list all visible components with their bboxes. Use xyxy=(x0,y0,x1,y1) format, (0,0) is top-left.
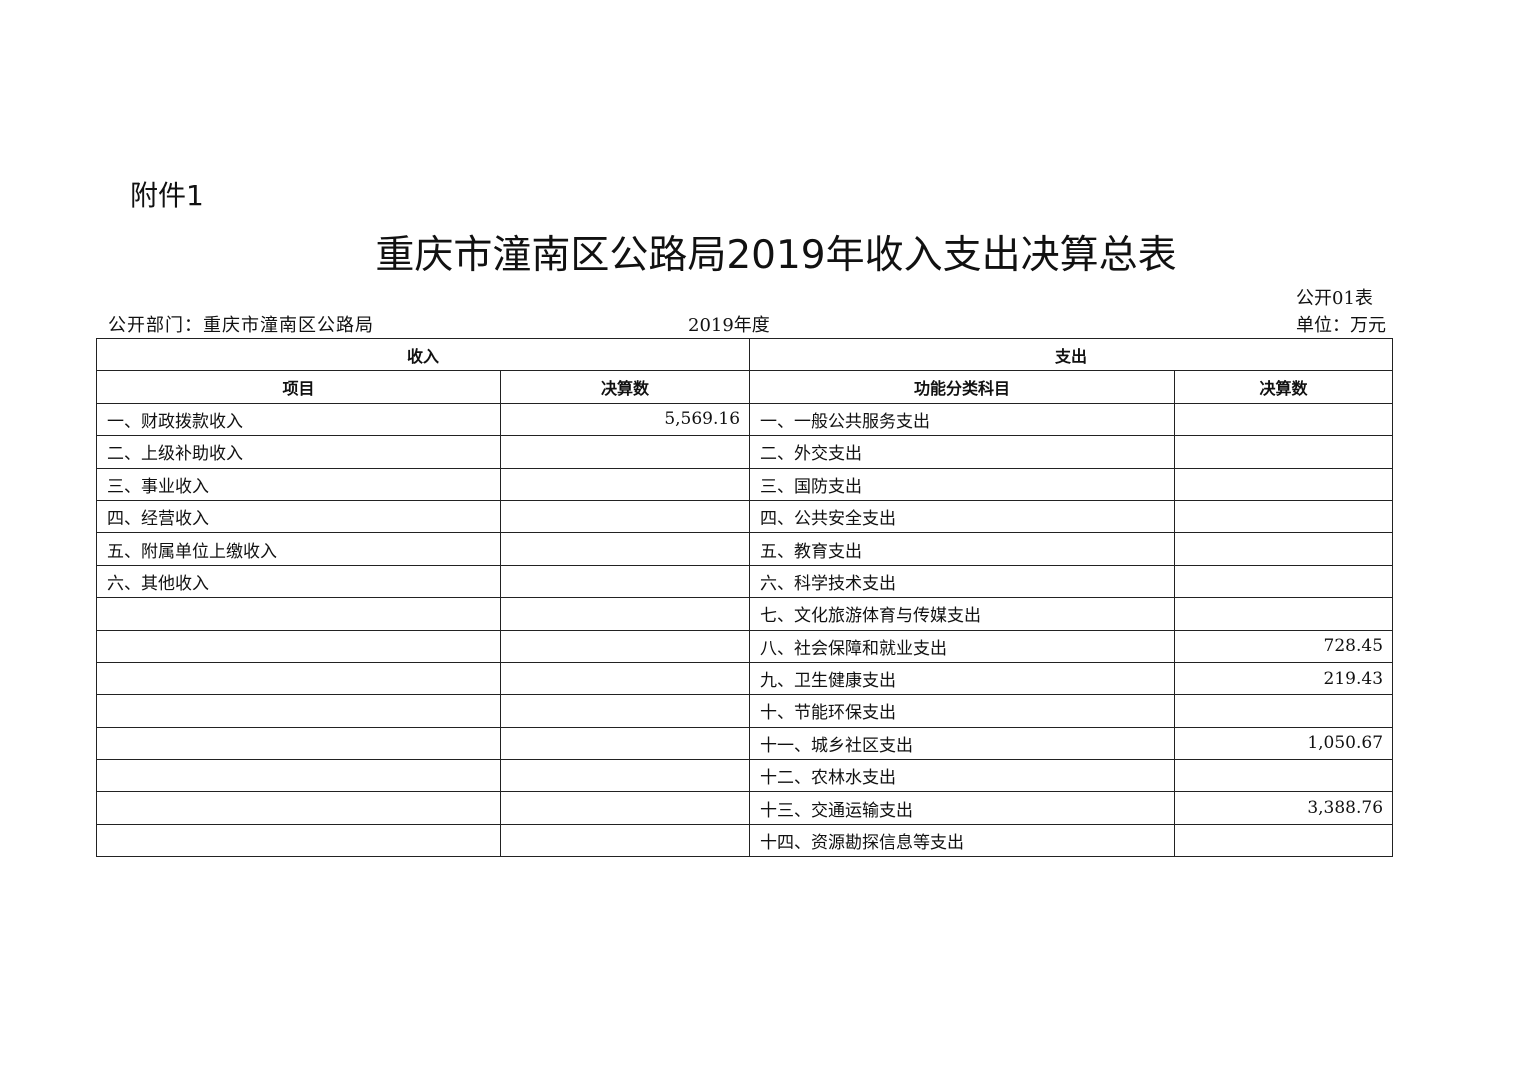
expense-item: 九、卫生健康支出 xyxy=(749,661,1176,696)
income-amount xyxy=(499,597,751,631)
table-row: 十一、城乡社区支出 1,050.67 xyxy=(96,726,1394,761)
table-row: 四、经营收入 四、公共安全支出 xyxy=(96,499,1394,534)
income-amount xyxy=(499,467,751,501)
col-function-category: 功能分类科目 xyxy=(749,370,1176,404)
table-row: 五、附属单位上缴收入 五、教育支出 xyxy=(96,532,1394,566)
income-amount xyxy=(499,759,751,793)
income-item xyxy=(96,791,501,825)
income-item xyxy=(96,726,501,761)
table-row: 七、文化旅游体育与传媒支出 xyxy=(96,597,1394,631)
expense-item: 八、社会保障和就业支出 xyxy=(749,629,1176,663)
expense-amount xyxy=(1174,402,1394,437)
income-item xyxy=(96,823,501,858)
income-item xyxy=(96,629,501,663)
expense-item: 一、一般公共服务支出 xyxy=(749,402,1176,437)
expense-item: 三、国防支出 xyxy=(749,467,1176,501)
department-label: 公开部门：重庆市潼南区公路局 xyxy=(108,315,374,336)
income-item xyxy=(96,597,501,631)
table-row: 八、社会保障和就业支出 728.45 xyxy=(96,629,1394,663)
expense-item: 十四、资源勘探信息等支出 xyxy=(749,823,1176,858)
expense-amount xyxy=(1174,532,1394,566)
expense-amount: 728.45 xyxy=(1174,629,1394,663)
page-title: 重庆市潼南区公路局2019年收入支出决算总表 xyxy=(375,233,1177,278)
expense-amount xyxy=(1174,597,1394,631)
table-row: 十、节能环保支出 xyxy=(96,694,1394,728)
expense-amount xyxy=(1174,759,1394,793)
group-header-row: 收入 支出 xyxy=(95,337,1394,372)
col-item: 项目 xyxy=(96,370,501,404)
expense-amount: 219.43 xyxy=(1174,661,1394,696)
expense-item: 十一、城乡社区支出 xyxy=(749,726,1176,761)
income-item xyxy=(96,694,501,728)
income-header: 收入 xyxy=(95,337,751,372)
income-amount xyxy=(499,726,751,761)
income-item: 三、事业收入 xyxy=(96,467,501,501)
expense-item: 五、教育支出 xyxy=(749,532,1176,566)
table-row: 九、卫生健康支出 219.43 xyxy=(96,661,1394,696)
table-row: 三、事业收入 三、国防支出 xyxy=(96,467,1394,501)
income-item xyxy=(96,759,501,793)
table-row: 一、财政拨款收入 5,569.16 一、一般公共服务支出 xyxy=(96,402,1394,437)
column-header-row: 项目 决算数 功能分类科目 决算数 xyxy=(96,370,1394,404)
expense-item: 十、节能环保支出 xyxy=(749,694,1176,728)
expense-amount xyxy=(1174,467,1394,501)
income-amount xyxy=(499,791,751,825)
income-amount xyxy=(499,629,751,663)
expense-amount xyxy=(1174,499,1394,534)
expense-item: 十二、农林水支出 xyxy=(749,759,1176,793)
income-amount xyxy=(499,823,751,858)
income-item: 五、附属单位上缴收入 xyxy=(96,532,501,566)
income-amount xyxy=(499,564,751,599)
income-amount xyxy=(499,694,751,728)
income-item: 二、上级补助收入 xyxy=(96,435,501,469)
table-row: 十二、农林水支出 xyxy=(96,759,1394,793)
income-amount xyxy=(499,532,751,566)
table-row: 十三、交通运输支出 3,388.76 xyxy=(96,791,1394,825)
table-row: 十四、资源勘探信息等支出 xyxy=(96,823,1394,858)
expense-item: 六、科学技术支出 xyxy=(749,564,1176,599)
fiscal-year: 2019年度 xyxy=(688,315,770,336)
attachment-label: 附件1 xyxy=(130,179,204,212)
income-item: 四、经营收入 xyxy=(96,499,501,534)
expense-amount xyxy=(1174,435,1394,469)
expense-amount xyxy=(1174,694,1394,728)
expense-header: 支出 xyxy=(749,337,1394,372)
expense-item: 四、公共安全支出 xyxy=(749,499,1176,534)
budget-table: 收入 支出 项目 决算数 功能分类科目 决算数 一、财政拨款收入 5,569.16… xyxy=(95,337,1394,858)
expense-amount xyxy=(1174,564,1394,599)
income-amount xyxy=(499,435,751,469)
form-number: 公开01表 xyxy=(1296,288,1373,309)
income-item: 一、财政拨款收入 xyxy=(96,402,501,437)
income-item xyxy=(96,661,501,696)
table-row: 二、上级补助收入 二、外交支出 xyxy=(96,435,1394,469)
income-amount xyxy=(499,499,751,534)
expense-amount: 1,050.67 xyxy=(1174,726,1394,761)
expense-amount xyxy=(1174,823,1394,858)
expense-item: 七、文化旅游体育与传媒支出 xyxy=(749,597,1176,631)
col-expense-amount: 决算数 xyxy=(1174,370,1394,404)
income-item: 六、其他收入 xyxy=(96,564,501,599)
expense-item: 二、外交支出 xyxy=(749,435,1176,469)
expense-item: 十三、交通运输支出 xyxy=(749,791,1176,825)
col-income-amount: 决算数 xyxy=(499,370,751,404)
income-amount: 5,569.16 xyxy=(499,402,751,437)
expense-amount: 3,388.76 xyxy=(1174,791,1394,825)
income-amount xyxy=(499,661,751,696)
unit-label: 单位：万元 xyxy=(1296,315,1386,336)
table-row: 六、其他收入 六、科学技术支出 xyxy=(96,564,1394,599)
